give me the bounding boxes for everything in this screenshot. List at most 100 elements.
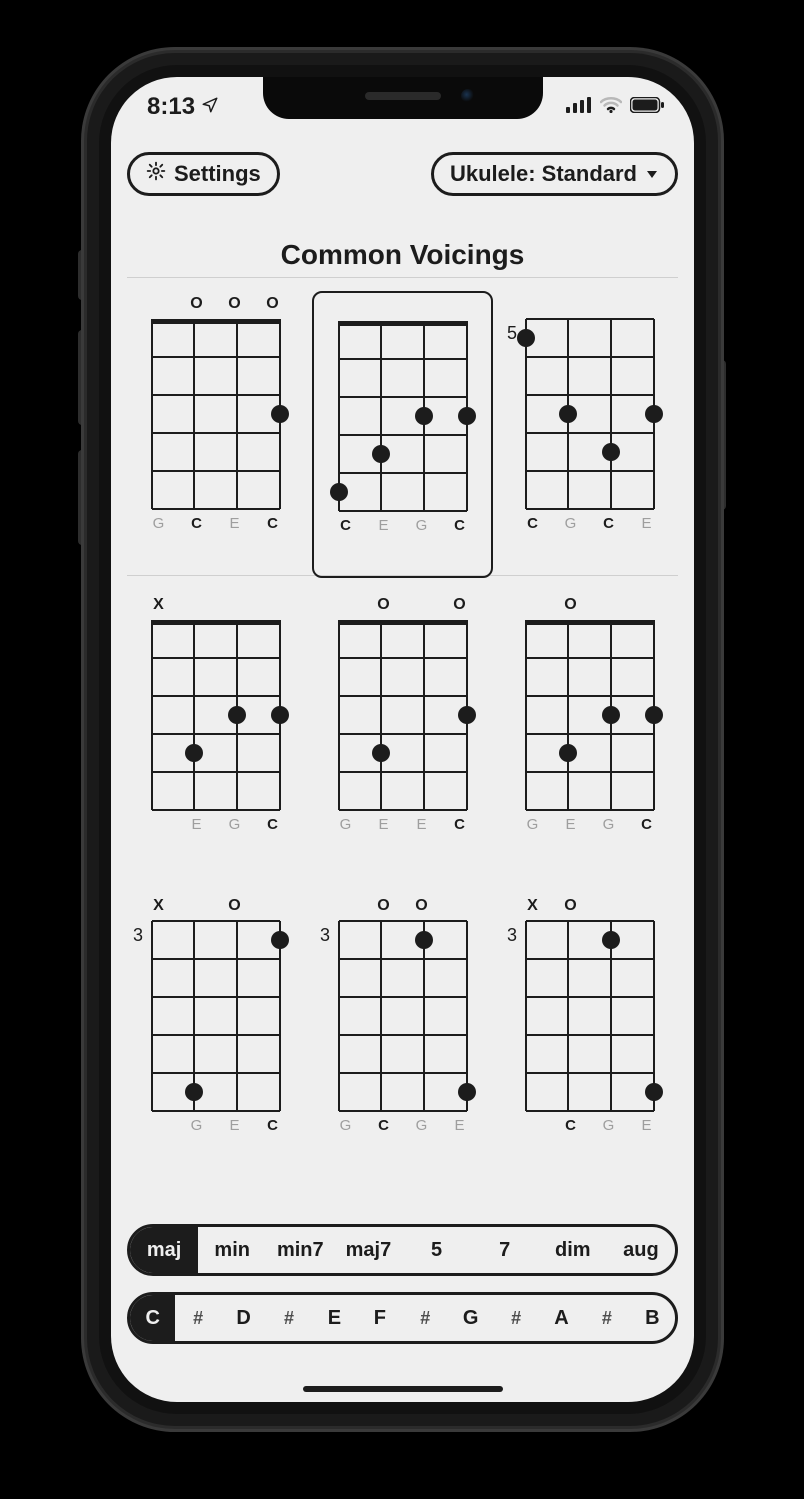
string-indicator xyxy=(526,596,540,618)
note-label: C xyxy=(266,1117,280,1134)
quality-option[interactable]: 7 xyxy=(471,1227,539,1273)
string-indicators xyxy=(526,295,654,317)
instrument-label: Ukulele: Standard xyxy=(450,161,637,187)
voicings-grid: OOOGCECCEGC5CGCEXEGCOOGEECOGEGCXO3GECOO3… xyxy=(125,291,680,1180)
note-label: G xyxy=(602,816,616,833)
root-note-selector[interactable]: C#D#EF#G#A#B xyxy=(127,1292,678,1344)
string-indicator xyxy=(640,596,654,618)
note-labels: CEGC xyxy=(339,517,467,534)
string-indicator xyxy=(377,297,391,319)
chord-quality-selector[interactable]: majminmin7maj757dimaug xyxy=(127,1224,678,1276)
string-indicator: O xyxy=(228,897,242,919)
fretboard xyxy=(152,921,280,1111)
quality-option[interactable]: aug xyxy=(607,1227,675,1273)
note-labels: GEC xyxy=(152,1117,280,1134)
note-label: C xyxy=(564,1117,578,1134)
root-option[interactable]: A xyxy=(539,1295,584,1341)
instrument-selector[interactable]: Ukulele: Standard xyxy=(431,152,678,196)
root-option[interactable]: D xyxy=(221,1295,266,1341)
note-label: C xyxy=(190,515,204,532)
root-option-sharp[interactable]: # xyxy=(403,1295,448,1341)
fretboard xyxy=(526,319,654,509)
root-option[interactable]: G xyxy=(448,1295,493,1341)
finger-dot xyxy=(602,706,620,724)
chord-voicing[interactable]: 5CGCE xyxy=(499,291,680,578)
root-option-sharp[interactable]: # xyxy=(493,1295,538,1341)
string-indicators: O xyxy=(526,596,654,618)
note-labels: EGC xyxy=(152,816,280,833)
string-indicator xyxy=(415,297,429,319)
phone-frame: 8:13 xyxy=(87,53,718,1426)
note-label: E xyxy=(228,515,242,532)
string-indicator xyxy=(266,897,280,919)
note-label: G xyxy=(526,816,540,833)
string-indicators xyxy=(339,297,467,319)
start-fret-label: 3 xyxy=(133,925,143,946)
root-option[interactable]: F xyxy=(357,1295,402,1341)
quality-option[interactable]: min7 xyxy=(266,1227,334,1273)
chord-voicing[interactable]: OGEGC xyxy=(499,592,680,879)
finger-dot xyxy=(517,329,535,347)
chord-voicing[interactable]: XEGC xyxy=(125,592,306,879)
string-indicator xyxy=(190,897,204,919)
string-indicator xyxy=(228,596,242,618)
string-indicator xyxy=(339,596,353,618)
chord-voicing[interactable]: OOOGCEC xyxy=(125,291,306,578)
note-labels: CGCE xyxy=(526,515,654,532)
string-indicator xyxy=(640,295,654,317)
chord-voicing[interactable]: XO 3 GEC xyxy=(125,893,306,1180)
note-label: G xyxy=(415,1117,429,1134)
string-indicator xyxy=(266,596,280,618)
chord-voicing[interactable]: XO3CGE xyxy=(499,893,680,1180)
string-indicators: OO xyxy=(339,596,467,618)
phone-side-button xyxy=(78,250,86,300)
chord-voicing[interactable]: OO3GCGE xyxy=(312,893,493,1180)
note-labels: CGE xyxy=(526,1117,654,1134)
fretboard xyxy=(339,620,467,810)
note-label xyxy=(526,1117,540,1134)
root-option-sharp[interactable]: # xyxy=(175,1295,220,1341)
root-option[interactable]: B xyxy=(630,1295,675,1341)
phone-volume-down xyxy=(78,450,86,545)
finger-dot xyxy=(185,1083,203,1101)
root-option-sharp[interactable]: # xyxy=(266,1295,311,1341)
finger-dot xyxy=(372,445,390,463)
settings-button[interactable]: Settings xyxy=(127,152,280,196)
chord-voicing[interactable]: CEGC xyxy=(312,291,493,578)
finger-dot xyxy=(271,706,289,724)
finger-dot xyxy=(645,405,663,423)
divider xyxy=(127,277,678,278)
quality-option[interactable]: maj7 xyxy=(334,1227,402,1273)
wifi-icon xyxy=(600,97,622,118)
location-arrow-icon xyxy=(201,93,219,121)
chord-voicing[interactable]: OOGEEC xyxy=(312,592,493,879)
root-option[interactable]: E xyxy=(312,1295,357,1341)
note-label: E xyxy=(377,816,391,833)
string-indicator xyxy=(602,295,616,317)
finger-dot xyxy=(228,706,246,724)
fretboard xyxy=(339,321,467,511)
phone-volume-up xyxy=(78,330,86,425)
quality-option[interactable]: dim xyxy=(539,1227,607,1273)
start-fret-label: 3 xyxy=(320,925,330,946)
finger-dot xyxy=(271,405,289,423)
string-indicators: OOO xyxy=(152,295,280,317)
string-indicator xyxy=(602,596,616,618)
quality-option[interactable]: 5 xyxy=(403,1227,471,1273)
status-time: 8:13 xyxy=(147,93,195,121)
quality-option[interactable]: min xyxy=(198,1227,266,1273)
note-label: C xyxy=(640,816,654,833)
string-indicators: XO xyxy=(152,897,280,919)
note-label: E xyxy=(453,1117,467,1134)
note-label xyxy=(152,1117,166,1134)
string-indicator: O xyxy=(228,295,242,317)
root-option-sharp[interactable]: # xyxy=(584,1295,629,1341)
root-option[interactable]: C xyxy=(130,1295,175,1341)
battery-icon xyxy=(630,97,664,118)
string-indicator: O xyxy=(564,897,578,919)
start-fret-label: 3 xyxy=(507,925,517,946)
quality-option[interactable]: maj xyxy=(130,1227,198,1273)
note-label: G xyxy=(190,1117,204,1134)
string-indicator: O xyxy=(453,596,467,618)
note-labels: GCGE xyxy=(339,1117,467,1134)
